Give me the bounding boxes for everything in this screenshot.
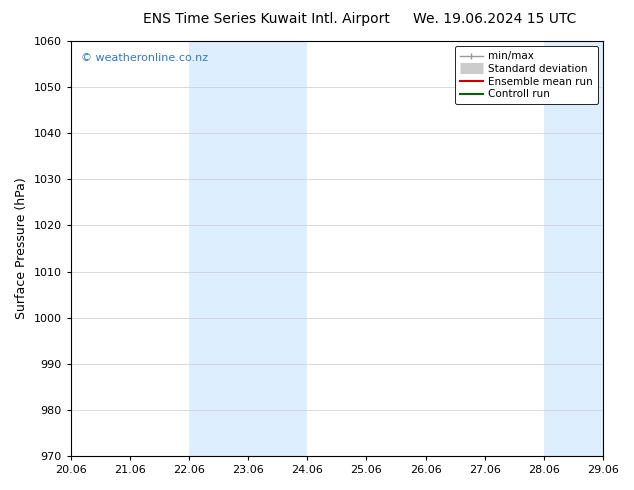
Bar bbox=[189, 41, 307, 456]
Y-axis label: Surface Pressure (hPa): Surface Pressure (hPa) bbox=[15, 178, 28, 319]
Bar bbox=[544, 41, 633, 456]
Legend: min/max, Standard deviation, Ensemble mean run, Controll run: min/max, Standard deviation, Ensemble me… bbox=[455, 46, 598, 104]
Text: ENS Time Series Kuwait Intl. Airport: ENS Time Series Kuwait Intl. Airport bbox=[143, 12, 390, 26]
Text: © weatheronline.co.nz: © weatheronline.co.nz bbox=[81, 53, 209, 64]
Text: We. 19.06.2024 15 UTC: We. 19.06.2024 15 UTC bbox=[413, 12, 576, 26]
